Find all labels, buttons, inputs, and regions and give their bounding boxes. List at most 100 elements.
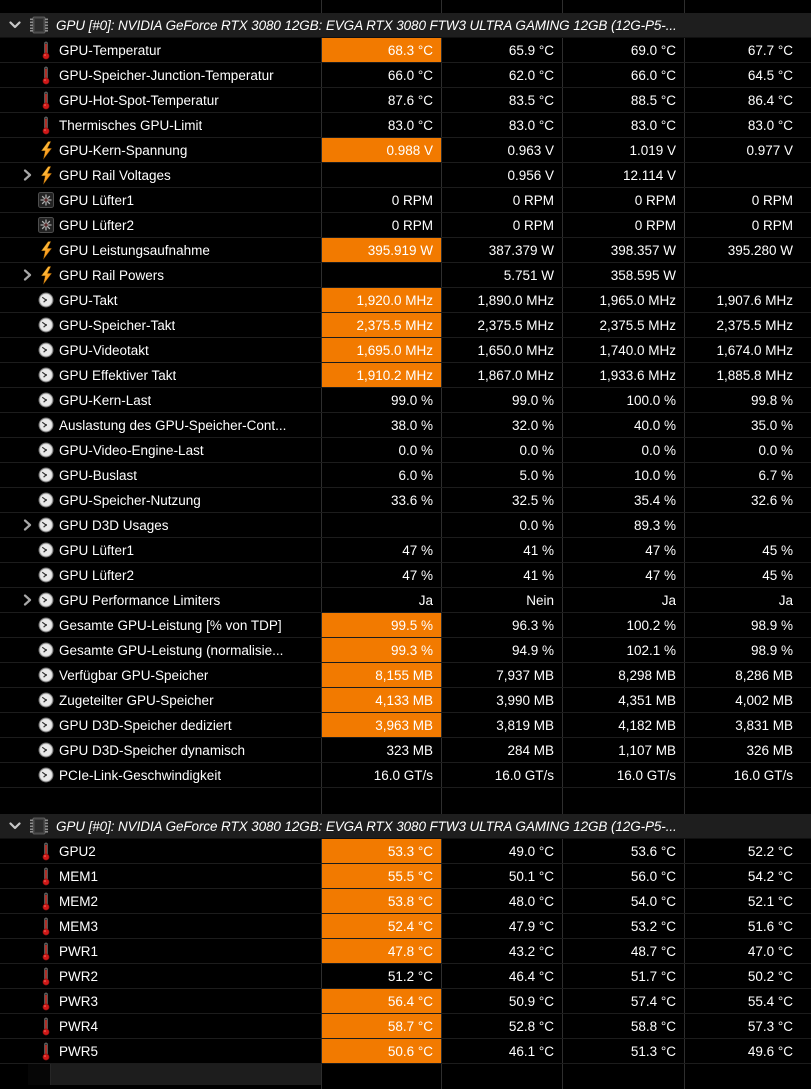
sensor-value-minimum: 49.0 °C — [441, 839, 562, 863]
sensor-label: GPU Leistungsaufnahme — [59, 242, 210, 258]
sensor-row[interactable]: MEM2 53.8 °C 48.0 °C 54.0 °C 52.1 °C — [0, 889, 811, 914]
sensor-row[interactable]: GPU-Kern-Spannung 0.988 V 0.963 V 1.019 … — [0, 138, 811, 163]
sensor-value-maximum: 48.7 °C — [562, 939, 684, 963]
sensor-row[interactable]: GPU-Video-Engine-Last 0.0 % 0.0 % 0.0 % … — [0, 438, 811, 463]
clock-icon — [38, 616, 54, 634]
sensor-row[interactable]: MEM1 55.5 °C 50.1 °C 56.0 °C 54.2 °C — [0, 864, 811, 889]
sensor-row[interactable]: GPU Rail Powers 5.751 W 358.595 W — [0, 263, 811, 288]
sensor-row[interactable]: GPU-Takt 1,920.0 MHz 1,890.0 MHz 1,965.0… — [0, 288, 811, 313]
sensor-row[interactable]: GPU-Temperatur 68.3 °C 65.9 °C 69.0 °C 6… — [0, 38, 811, 63]
chevron-right-icon[interactable] — [20, 269, 34, 281]
sensor-value-current: 0.988 V — [321, 138, 441, 162]
sensor-value-maximum: 100.2 % — [562, 613, 684, 637]
sensor-value-minimum: 5.0 % — [441, 463, 562, 487]
sensor-row[interactable]: GPU Lüfter1 0 RPM 0 RPM 0 RPM 0 RPM — [0, 188, 811, 213]
sensor-row[interactable]: MEM3 52.4 °C 47.9 °C 53.2 °C 51.6 °C — [0, 914, 811, 939]
sensor-value-minimum: Nein — [441, 588, 562, 612]
sensor-label: PWR2 — [59, 968, 99, 984]
sensor-value-average: 86.4 °C — [684, 88, 811, 112]
sensor-row[interactable]: GPU D3D-Speicher dediziert 3,963 MB 3,81… — [0, 713, 811, 738]
chevron-right-icon[interactable] — [20, 594, 34, 606]
sensor-row[interactable]: PWR3 56.4 °C 50.9 °C 57.4 °C 55.4 °C — [0, 989, 811, 1014]
sensor-value-minimum: 387.379 W — [441, 238, 562, 262]
sensor-row[interactable]: GPU Lüfter2 0 RPM 0 RPM 0 RPM 0 RPM — [0, 213, 811, 238]
sensor-row[interactable]: PCIe-Link-Geschwindigkeit 16.0 GT/s 16.0… — [0, 763, 811, 788]
sensor-row[interactable]: GPU-Kern-Last 99.0 % 99.0 % 100.0 % 99.8… — [0, 388, 811, 413]
sensor-label: GPU-Takt — [59, 292, 118, 308]
clock-icon — [38, 341, 54, 359]
sensor-value-minimum: 96.3 % — [441, 613, 562, 637]
sensor-value-maximum: 69.0 °C — [562, 38, 684, 62]
device-header-row[interactable]: GPU [#0]: NVIDIA GeForce RTX 3080 12GB: … — [0, 13, 811, 38]
sensor-label: Auslastung des GPU-Speicher-Cont... — [59, 417, 287, 433]
sensor-row[interactable]: GPU Performance Limiters Ja Nein Ja Ja — [0, 588, 811, 613]
sensor-row[interactable]: GPU D3D Usages 0.0 % 89.3 % — [0, 513, 811, 538]
sensor-value-average: 57.3 °C — [684, 1014, 811, 1038]
sensor-row[interactable]: PWR1 47.8 °C 43.2 °C 48.7 °C 47.0 °C — [0, 939, 811, 964]
sensor-value-current: 0 RPM — [321, 213, 441, 237]
sensor-value-average: 99.8 % — [684, 388, 811, 412]
sensor-value-minimum: 65.9 °C — [441, 38, 562, 62]
chevron-right-icon[interactable] — [20, 169, 34, 181]
device-header-row[interactable]: GPU [#0]: NVIDIA GeForce RTX 3080 12GB: … — [0, 814, 811, 839]
fan-icon — [38, 191, 54, 209]
sensor-label: Thermisches GPU-Limit — [59, 117, 203, 133]
sensor-row[interactable]: GPU Lüfter2 47 % 41 % 47 % 45 % — [0, 563, 811, 588]
thermometer-icon — [38, 967, 54, 985]
clock-icon — [38, 391, 54, 409]
chevron-down-icon[interactable] — [4, 821, 26, 831]
sensor-row[interactable]: GPU-Speicher-Nutzung 33.6 % 32.5 % 35.4 … — [0, 488, 811, 513]
sensor-label: PWR3 — [59, 993, 99, 1009]
sensor-value-maximum: 0 RPM — [562, 213, 684, 237]
lightning-icon — [38, 140, 54, 159]
sensor-value-current: 51.2 °C — [321, 964, 441, 988]
sensor-value-current: 33.6 % — [321, 488, 441, 512]
sensor-value-average: 2,375.5 MHz — [684, 313, 811, 337]
sensor-value-average: 0 RPM — [684, 213, 811, 237]
sensor-value-maximum: 1,740.0 MHz — [562, 338, 684, 362]
sensor-value-minimum: 0.0 % — [441, 513, 562, 537]
sensor-row[interactable]: GPU-Speicher-Takt 2,375.5 MHz 2,375.5 MH… — [0, 313, 811, 338]
clock-icon — [38, 441, 54, 459]
sensor-value-current: 52.4 °C — [321, 914, 441, 938]
sensor-value-maximum: 1,107 MB — [562, 738, 684, 762]
sensor-row[interactable]: GPU-Hot-Spot-Temperatur 87.6 °C 83.5 °C … — [0, 88, 811, 113]
sensor-row[interactable]: Gesamte GPU-Leistung [% von TDP] 99.5 % … — [0, 613, 811, 638]
sensor-value-average: 52.1 °C — [684, 889, 811, 913]
sensor-row[interactable]: GPU-Videotakt 1,695.0 MHz 1,650.0 MHz 1,… — [0, 338, 811, 363]
sensor-row[interactable]: PWR4 58.7 °C 52.8 °C 58.8 °C 57.3 °C — [0, 1014, 811, 1039]
sensor-row[interactable]: PWR2 51.2 °C 46.4 °C 51.7 °C 50.2 °C — [0, 964, 811, 989]
sensor-label: GPU Lüfter1 — [59, 192, 135, 208]
sensor-row[interactable]: Auslastung des GPU-Speicher-Cont... 38.0… — [0, 413, 811, 438]
sensor-row[interactable]: GPU2 53.3 °C 49.0 °C 53.6 °C 52.2 °C — [0, 839, 811, 864]
sensor-value-maximum: 53.2 °C — [562, 914, 684, 938]
sensor-label: GPU D3D-Speicher dynamisch — [59, 742, 246, 758]
sensor-value-current: 395.919 W — [321, 238, 441, 262]
chevron-down-icon[interactable] — [4, 20, 26, 30]
thermometer-icon — [38, 1042, 54, 1060]
sensor-row[interactable]: Verfügbar GPU-Speicher 8,155 MB 7,937 MB… — [0, 663, 811, 688]
sensor-value-average — [684, 263, 811, 287]
sensor-row[interactable]: Zugeteilter GPU-Speicher 4,133 MB 3,990 … — [0, 688, 811, 713]
sensor-row[interactable]: Gesamte GPU-Leistung (normalisie... 99.3… — [0, 638, 811, 663]
sensor-value-minimum: 46.4 °C — [441, 964, 562, 988]
sensor-row[interactable]: GPU Rail Voltages 0.956 V 12.114 V — [0, 163, 811, 188]
clock-icon — [38, 316, 54, 334]
sensor-row[interactable]: GPU-Speicher-Junction-Temperatur 66.0 °C… — [0, 63, 811, 88]
chevron-right-icon[interactable] — [20, 519, 34, 531]
sensor-row[interactable]: GPU Lüfter1 47 % 41 % 47 % 45 % — [0, 538, 811, 563]
sensor-row[interactable]: GPU-Buslast 6.0 % 5.0 % 10.0 % 6.7 % — [0, 463, 811, 488]
sensor-value-current: 323 MB — [321, 738, 441, 762]
sensor-value-average: 0 RPM — [684, 188, 811, 212]
sensor-row[interactable]: Thermisches GPU-Limit 83.0 °C 83.0 °C 83… — [0, 113, 811, 138]
sensor-row[interactable]: GPU D3D-Speicher dynamisch 323 MB 284 MB… — [0, 738, 811, 763]
sensor-value-current: 4,133 MB — [321, 688, 441, 712]
sensor-value-maximum: 398.357 W — [562, 238, 684, 262]
sensor-row[interactable]: PWR5 50.6 °C 46.1 °C 51.3 °C 49.6 °C — [0, 1039, 811, 1064]
sensor-row[interactable]: GPU Leistungsaufnahme 395.919 W 387.379 … — [0, 238, 811, 263]
thermometer-icon — [38, 892, 54, 910]
thermometer-icon — [38, 992, 54, 1010]
sensor-value-average: 3,831 MB — [684, 713, 811, 737]
sensor-row[interactable]: GPU Effektiver Takt 1,910.2 MHz 1,867.0 … — [0, 363, 811, 388]
clock-icon — [38, 591, 54, 609]
